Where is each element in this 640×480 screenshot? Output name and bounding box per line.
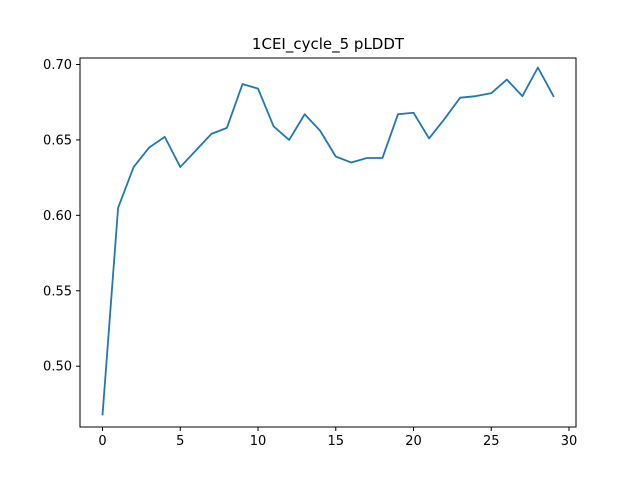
y-tick-label: 0.50	[43, 360, 72, 375]
x-tick-label: 10	[250, 434, 267, 449]
x-tick-label: 0	[98, 434, 106, 449]
x-axis: 0 5 10 15 20 25 30	[98, 427, 577, 449]
series-line	[101, 66, 555, 416]
y-tick-label: 0.65	[43, 133, 72, 148]
x-tick-label: 15	[328, 434, 345, 449]
plot-area-frame	[79, 57, 577, 428]
y-tick-label: 0.55	[43, 284, 72, 299]
x-tick-label: 30	[561, 434, 578, 449]
series-layer	[101, 66, 555, 416]
x-tick-label: 20	[405, 434, 422, 449]
y-axis: 0.50 0.55 0.60 0.65 0.70	[43, 58, 80, 375]
chart-title: 1CEI_cycle_5 pLDDT	[252, 35, 405, 54]
y-tick-label: 0.60	[43, 209, 72, 224]
x-tick-label: 5	[176, 434, 184, 449]
y-tick-label: 0.70	[43, 58, 72, 73]
x-tick-label: 25	[483, 434, 500, 449]
